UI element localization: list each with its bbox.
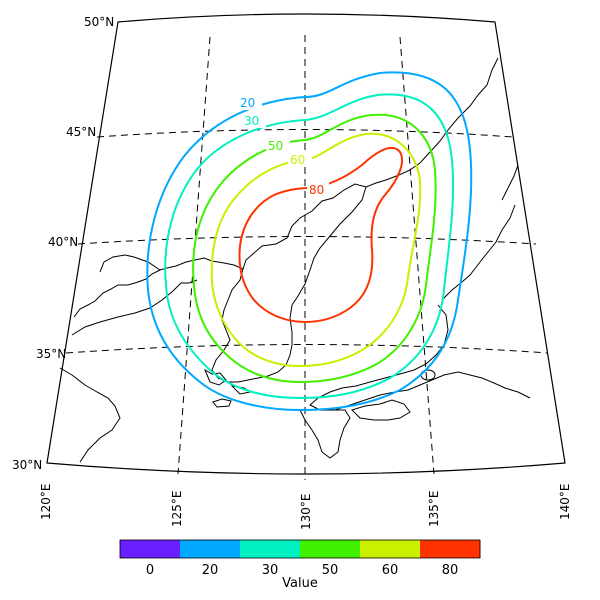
colorbar-swatch bbox=[180, 540, 241, 558]
lon-label-120: 120°E bbox=[39, 484, 53, 521]
lat-label-45: 45°N bbox=[66, 125, 96, 139]
coastline-china-south bbox=[59, 367, 121, 463]
meridian-135 bbox=[399, 36, 435, 475]
colorbar-tick-label: 30 bbox=[262, 563, 279, 578]
contour-labels: 20 30 50 60 80 bbox=[238, 95, 329, 197]
lon-label-135: 135°E bbox=[427, 491, 441, 528]
parallel-35 bbox=[65, 344, 549, 354]
colorbar-tick-label: 20 bbox=[202, 563, 219, 578]
lon-label-140: 140°E bbox=[558, 484, 572, 521]
colorbar-outline bbox=[119, 539, 481, 559]
colorbar-tick-label: 0 bbox=[146, 563, 154, 578]
lon-label-125: 125°E bbox=[170, 491, 184, 528]
coastline-shikoku bbox=[351, 399, 411, 421]
colorbar-tick-label: 50 bbox=[322, 563, 339, 578]
coastline-northeast-asia bbox=[242, 57, 499, 270]
parallel-45 bbox=[96, 129, 514, 138]
contour-20 bbox=[146, 71, 473, 412]
lat-label-35: 35°N bbox=[36, 347, 66, 361]
colorbar-tick-label: 60 bbox=[382, 563, 399, 578]
coastline-kyushu bbox=[299, 409, 351, 459]
contour-80 bbox=[238, 146, 404, 324]
colorbar-tick-label: 80 bbox=[442, 563, 459, 578]
colorbar-swatch bbox=[120, 540, 181, 558]
contours bbox=[146, 71, 473, 412]
contour-label-20: 20 bbox=[240, 96, 255, 110]
coastline-sakhalin bbox=[501, 164, 519, 201]
coastlines bbox=[59, 57, 531, 463]
contour-label-50: 50 bbox=[268, 139, 283, 153]
contour-60 bbox=[210, 132, 422, 368]
contour-label-60: 60 bbox=[290, 153, 305, 167]
contour-label-30: 30 bbox=[244, 114, 259, 128]
coastline-china bbox=[73, 257, 244, 318]
contour-50 bbox=[192, 113, 437, 384]
coastline-jeju bbox=[212, 398, 232, 408]
lat-label-50: 50°N bbox=[84, 15, 114, 29]
colorbar-swatch bbox=[240, 540, 301, 558]
parallel-40 bbox=[77, 236, 537, 245]
contour-30 bbox=[164, 93, 455, 400]
lat-label-30: 30°N bbox=[12, 458, 42, 472]
colorbar-label: Value bbox=[282, 576, 318, 591]
lon-label-130: 130°E bbox=[299, 494, 313, 531]
colorbar-swatch bbox=[300, 540, 361, 558]
colorbar: 0 20 30 50 60 80 Value bbox=[119, 539, 481, 591]
colorbar-swatch bbox=[420, 540, 481, 558]
colorbar-swatch bbox=[360, 540, 421, 558]
lat-label-40: 40°N bbox=[48, 235, 78, 249]
contour-label-80: 80 bbox=[309, 183, 324, 197]
coastline-honshu-east bbox=[441, 204, 516, 301]
coastline-korea bbox=[211, 186, 367, 383]
